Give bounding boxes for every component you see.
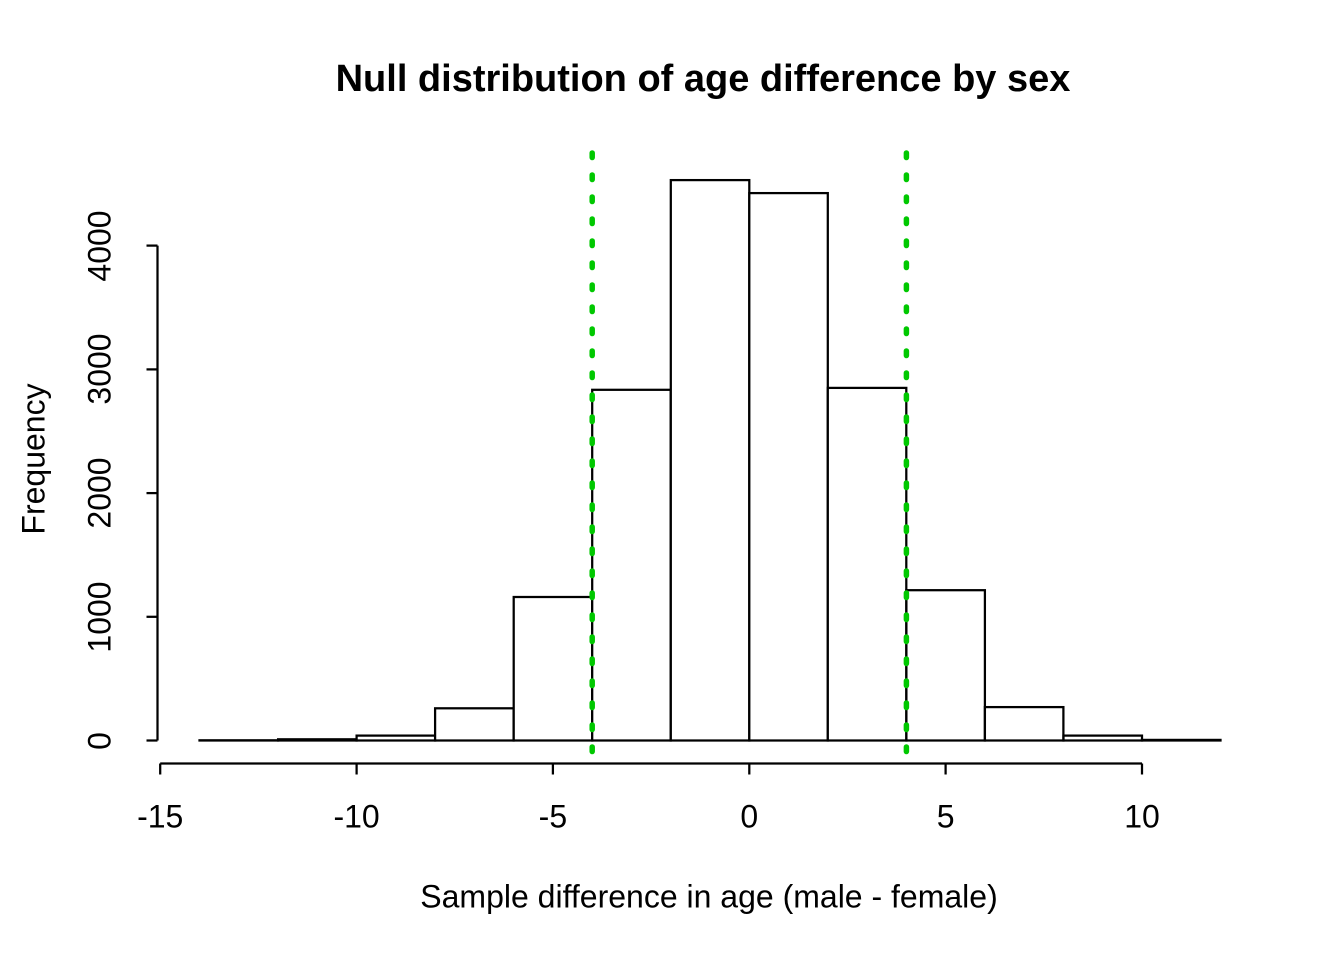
x-tick-label: 0 [740,798,759,835]
x-tick-label: 5 [936,798,955,835]
histogram-bar [1140,738,1222,742]
y-tick-label: 3000 [81,333,118,405]
histogram-bar [669,178,751,742]
histogram-bar [1062,734,1144,742]
x-tick-label: -5 [538,798,568,835]
histogram-bar [591,388,672,742]
x-tick-label: -15 [137,798,184,835]
histogram-bar [983,705,1065,742]
histogram-bars [198,178,1222,742]
axes [146,244,1144,775]
histogram-bar [748,191,829,742]
histogram-bar [433,707,515,742]
histogram-bar [276,738,358,742]
y-axis-label: Frequency [15,383,52,535]
cutoff-reference-lines [589,150,910,766]
x-tick-label: 10 [1124,798,1160,835]
x-axis-label: Sample difference in age (male - female) [420,878,998,915]
x-tick-label: -10 [333,798,380,835]
chart-title: Null distribution of age difference by s… [335,58,1071,100]
histogram-bar [355,734,437,742]
y-tick-label: 0 [81,731,118,750]
histogram-bar [512,595,594,742]
y-tick-label: 1000 [81,581,118,653]
y-tick-label: 4000 [81,210,118,282]
histogram-bar [905,589,987,742]
histogram-bar [826,386,908,742]
y-tick-label: 2000 [81,457,118,529]
